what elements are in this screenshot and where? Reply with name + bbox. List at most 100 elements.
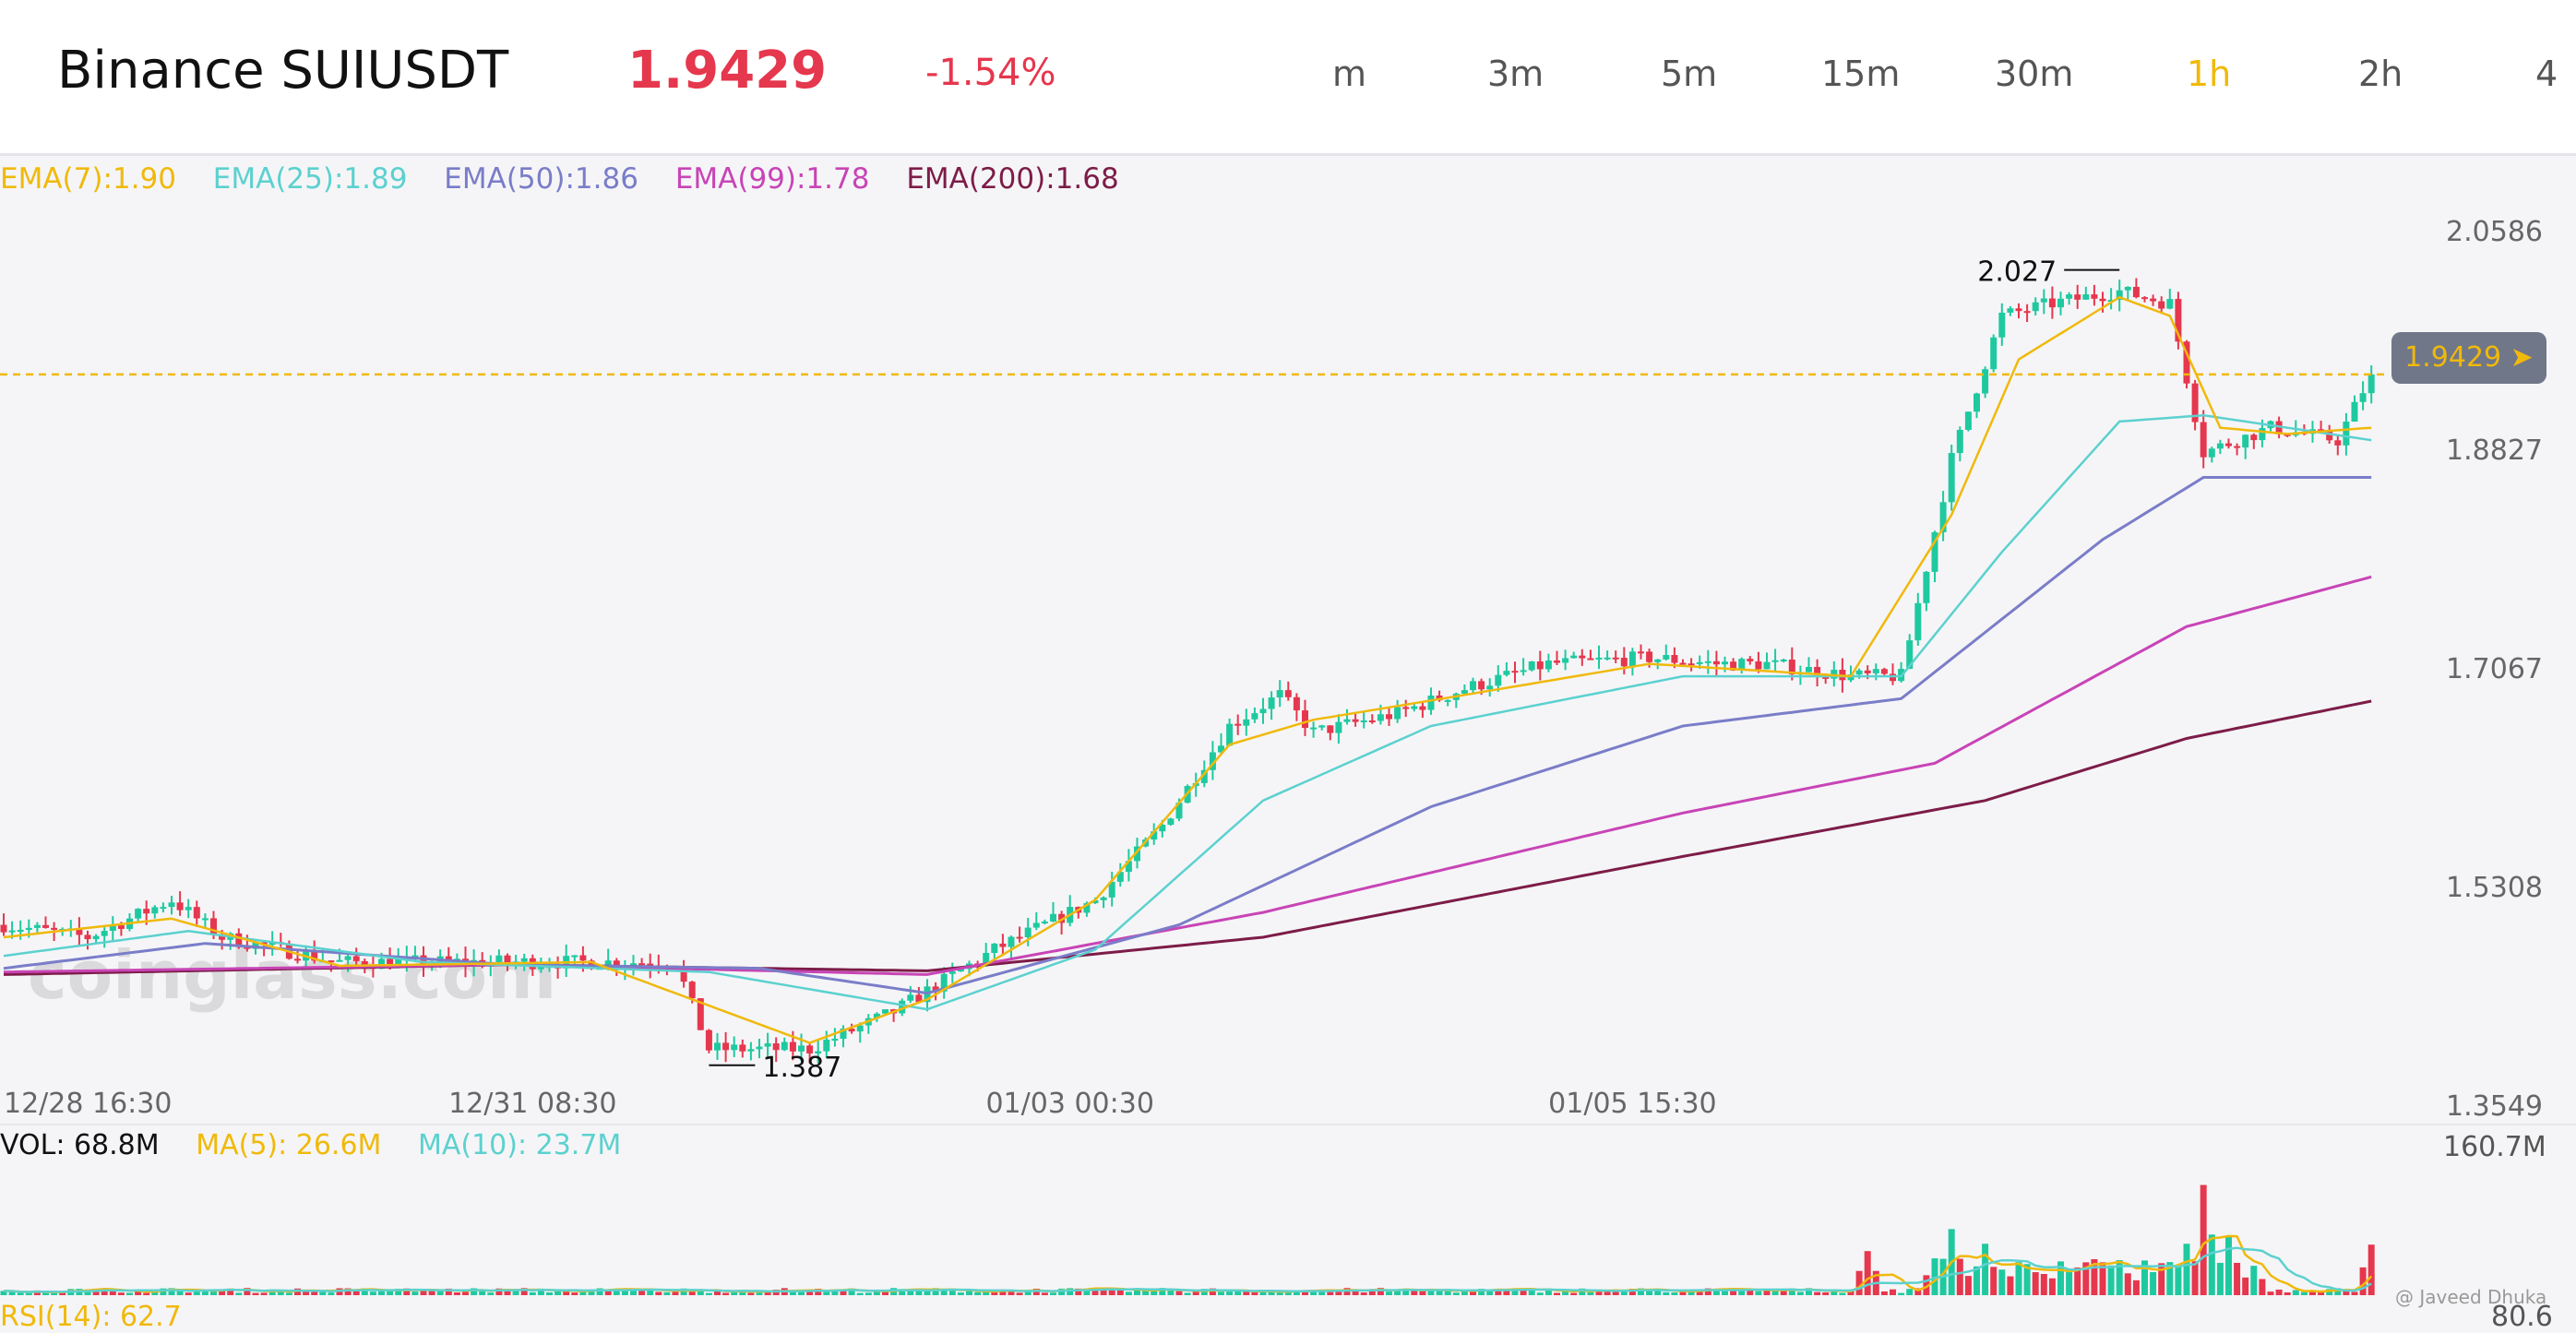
candle-body bbox=[2091, 294, 2098, 299]
candle-body bbox=[1284, 690, 1292, 697]
candle-body bbox=[1167, 818, 1175, 826]
candle-body bbox=[420, 955, 427, 967]
volume-bar bbox=[1890, 1289, 1896, 1295]
volume-bar bbox=[1243, 1290, 1250, 1295]
candle-body bbox=[2242, 434, 2249, 448]
volume-bar bbox=[2367, 1244, 2375, 1295]
candle-body bbox=[1704, 661, 1711, 663]
volume-bar bbox=[529, 1291, 536, 1295]
candle-body bbox=[17, 929, 24, 932]
volume-bar bbox=[1091, 1288, 1099, 1295]
candle-body bbox=[1368, 720, 1376, 722]
timeframe-1h[interactable]: 1h bbox=[2187, 54, 2232, 94]
candle-body bbox=[1520, 670, 1527, 672]
candle-body bbox=[1872, 669, 1879, 673]
timeframe-2h[interactable]: 2h bbox=[2358, 54, 2403, 94]
volume-bar bbox=[1310, 1291, 1318, 1295]
volume-bar bbox=[2150, 1271, 2157, 1295]
candle-body bbox=[1679, 662, 1687, 665]
volume-bar bbox=[2208, 1234, 2215, 1295]
volume-bar bbox=[428, 1290, 435, 1295]
volume-bar bbox=[2132, 1279, 2140, 1295]
volume-bar bbox=[2015, 1262, 2022, 1295]
candle-body bbox=[1276, 690, 1283, 698]
volume-bar bbox=[747, 1292, 755, 1295]
candle-body bbox=[2107, 300, 2115, 303]
volume-bar bbox=[2343, 1289, 2350, 1295]
volume-bar bbox=[1822, 1291, 1830, 1295]
candle-body bbox=[798, 1045, 805, 1052]
volume-bar bbox=[1125, 1291, 1132, 1295]
timeframe-15m[interactable]: 15m bbox=[1821, 54, 1901, 94]
volume-bar bbox=[1134, 1289, 1140, 1295]
candle-body bbox=[1486, 685, 1494, 690]
candle-body bbox=[219, 934, 226, 940]
volume-bar bbox=[1234, 1291, 1242, 1295]
candle-body bbox=[840, 1029, 847, 1040]
volume-bar bbox=[1831, 1289, 1838, 1295]
volume-bar bbox=[1747, 1289, 1754, 1295]
candle-body bbox=[0, 924, 7, 933]
volume-bar bbox=[1151, 1289, 1158, 1295]
candle-body bbox=[1050, 913, 1056, 922]
volume-bar bbox=[697, 1289, 704, 1295]
candle-body bbox=[714, 1042, 721, 1051]
candle-body bbox=[688, 982, 696, 999]
candle-body bbox=[1587, 658, 1594, 661]
timeframe-5m[interactable]: 5m bbox=[1661, 54, 1718, 94]
candle-body bbox=[2166, 299, 2174, 309]
candle-body bbox=[1654, 659, 1662, 662]
candle-body bbox=[344, 956, 352, 960]
line-ema200 bbox=[3, 699, 2372, 976]
timeframe-m[interactable]: m bbox=[1332, 54, 1367, 94]
candle-body bbox=[1663, 655, 1670, 660]
volume-bar bbox=[1083, 1289, 1091, 1295]
volume-bar bbox=[193, 1290, 200, 1295]
candle-body bbox=[1495, 674, 1502, 686]
volume-bar bbox=[2040, 1273, 2047, 1295]
candle-body bbox=[1444, 699, 1451, 702]
y-tick-label: 1.8827 bbox=[2446, 434, 2543, 467]
volume-bar bbox=[1503, 1290, 1510, 1295]
candle-body bbox=[647, 963, 654, 967]
volume-bar bbox=[1251, 1291, 1258, 1295]
volume-bar bbox=[2175, 1267, 2182, 1295]
candle-body bbox=[395, 958, 402, 969]
candle-body bbox=[2216, 443, 2224, 449]
volume-bar bbox=[1554, 1292, 1560, 1295]
volume-bar bbox=[1452, 1292, 1460, 1295]
volume-bar bbox=[504, 1291, 511, 1295]
candle-body bbox=[1696, 661, 1703, 664]
candle-body bbox=[2040, 298, 2047, 303]
timeframe-3m[interactable]: 3m bbox=[1487, 54, 1544, 94]
volume-bar bbox=[1318, 1291, 1326, 1295]
volume-bar bbox=[520, 1288, 528, 1295]
volume-bar bbox=[361, 1288, 368, 1295]
candle-body bbox=[51, 927, 58, 930]
volume-bar bbox=[117, 1292, 125, 1295]
candle-body bbox=[1923, 571, 1930, 603]
volume-bar bbox=[1419, 1290, 1426, 1295]
candle-body bbox=[1091, 899, 1099, 904]
volume-bar bbox=[1688, 1290, 1695, 1295]
candlestick-chart[interactable]: coinglass.com2.0271.3872.05861.88271.706… bbox=[0, 155, 2576, 1321]
volume-bar bbox=[1914, 1288, 1922, 1295]
volume-bar bbox=[1671, 1292, 1678, 1295]
candle-body bbox=[1259, 708, 1267, 714]
volume-bar bbox=[285, 1292, 292, 1295]
volume-bar bbox=[1302, 1290, 1308, 1295]
candle-body bbox=[579, 955, 587, 961]
volume-bar bbox=[1360, 1292, 1367, 1295]
timeframe-4h[interactable]: 4 bbox=[2535, 54, 2558, 94]
volume-bar bbox=[1722, 1289, 1728, 1295]
volume-bar bbox=[219, 1289, 226, 1295]
volume-bar bbox=[1612, 1291, 1619, 1295]
candle-body bbox=[1427, 695, 1435, 710]
candle-body bbox=[697, 998, 704, 1030]
candle-body bbox=[1470, 681, 1476, 691]
candle-body bbox=[1544, 661, 1552, 670]
timeframe-30m[interactable]: 30m bbox=[1995, 54, 2074, 94]
candle-body bbox=[948, 971, 956, 974]
pair-title: Binance SUIUSDT bbox=[57, 41, 509, 101]
volume-bar bbox=[328, 1292, 335, 1295]
